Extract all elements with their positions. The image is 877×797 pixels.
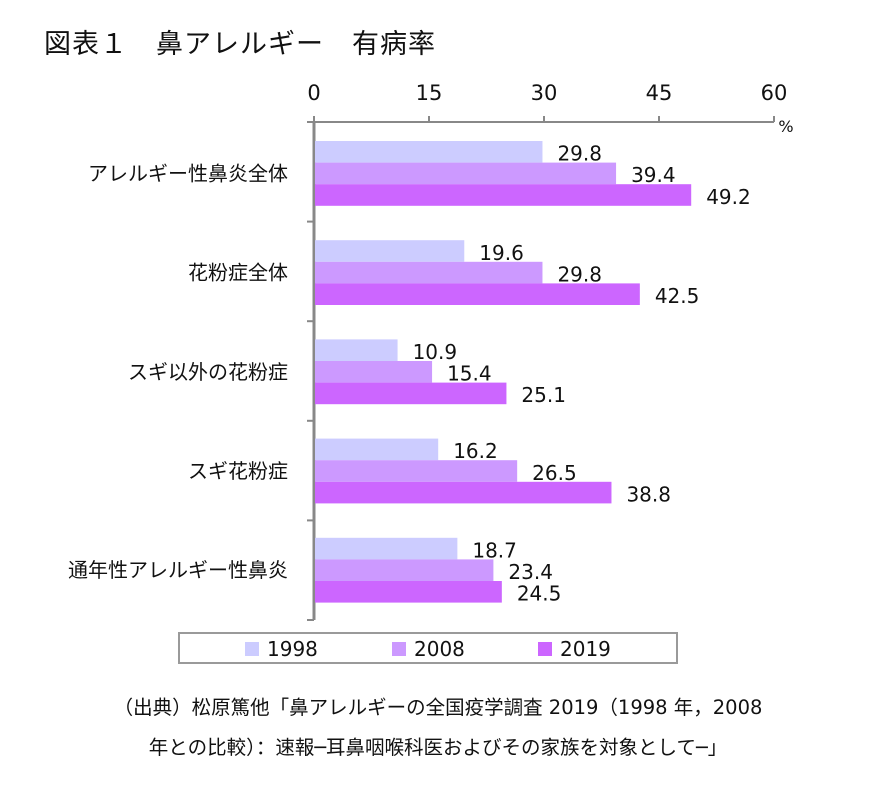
legend: 1998 2008 2019 bbox=[178, 632, 678, 664]
legend-swatch-1998 bbox=[245, 642, 259, 656]
bar-2019 bbox=[315, 382, 507, 405]
category-label: 花粉症全体 bbox=[188, 261, 288, 285]
legend-item-1998: 1998 bbox=[245, 637, 318, 661]
bar-2008 bbox=[315, 559, 494, 581]
bar-2019 bbox=[315, 581, 502, 603]
bar-2019 bbox=[315, 283, 640, 305]
x-tick-label: 45 bbox=[646, 81, 673, 105]
value-label: 25.1 bbox=[521, 383, 566, 407]
value-label: 15.4 bbox=[447, 362, 492, 386]
value-label: 49.2 bbox=[706, 185, 751, 209]
value-label: 26.5 bbox=[532, 461, 577, 485]
category-label: アレルギー性鼻炎全体 bbox=[88, 161, 288, 185]
bar-2008 bbox=[315, 261, 543, 284]
bar-2008 bbox=[315, 460, 518, 482]
legend-label-2008: 2008 bbox=[414, 637, 465, 661]
source-note: （出典）松原篤他「鼻アレルギーの全国疫学調査 2019（1998 年，2008 … bbox=[38, 688, 838, 768]
bar-2019 bbox=[315, 481, 612, 504]
bar-1998 bbox=[315, 537, 458, 560]
bar-2019 bbox=[315, 184, 692, 206]
source-line-2: 年との比較）：速報─耳鼻咽喉科医およびその家族を対象として─」 bbox=[148, 736, 728, 759]
bar-2008 bbox=[315, 361, 433, 383]
legend-swatch-2008 bbox=[392, 642, 406, 656]
value-label: 42.5 bbox=[655, 284, 700, 308]
source-line-1: （出典）松原篤他「鼻アレルギーの全国疫学調査 2019（1998 年，2008 bbox=[113, 696, 763, 719]
category-label: スギ花粉症 bbox=[188, 459, 288, 483]
value-label: 10.9 bbox=[413, 340, 458, 364]
bar-1998 bbox=[315, 339, 398, 361]
value-label: 29.8 bbox=[557, 142, 602, 166]
chart-title: 図表１ 鼻アレルギー 有病率 bbox=[44, 29, 436, 60]
axis-unit-label: % bbox=[778, 117, 793, 136]
bar-1998 bbox=[315, 438, 439, 461]
value-label: 18.7 bbox=[472, 538, 517, 562]
bar-1998 bbox=[315, 240, 465, 262]
value-label: 23.4 bbox=[508, 560, 553, 584]
category-label: スギ以外の花粉症 bbox=[128, 360, 288, 384]
legend-swatch-2019 bbox=[538, 642, 552, 656]
bar-1998 bbox=[315, 141, 543, 163]
value-label: 19.6 bbox=[479, 241, 524, 265]
x-tick-label: 15 bbox=[416, 81, 443, 105]
bar-chart: 0 15 30 45 60% アレルギー性鼻炎全体 29.8 39.4 49.2 花粉症全体 19.… bbox=[68, 81, 794, 621]
value-label: 38.8 bbox=[626, 482, 671, 506]
x-tick-label: 60 bbox=[761, 81, 788, 105]
legend-item-2008: 2008 bbox=[392, 637, 465, 661]
legend-label-1998: 1998 bbox=[267, 637, 318, 661]
x-tick-label: 30 bbox=[531, 81, 558, 105]
value-label: 39.4 bbox=[631, 163, 676, 187]
value-label: 16.2 bbox=[453, 439, 498, 463]
bar-2008 bbox=[315, 162, 617, 185]
value-label: 29.8 bbox=[557, 262, 602, 286]
legend-label-2019: 2019 bbox=[560, 637, 611, 661]
value-label: 24.5 bbox=[517, 582, 562, 606]
legend-item-2019: 2019 bbox=[538, 637, 611, 661]
category-label: 通年性アレルギー性鼻炎 bbox=[68, 558, 288, 582]
x-tick-label: 0 bbox=[307, 81, 320, 105]
